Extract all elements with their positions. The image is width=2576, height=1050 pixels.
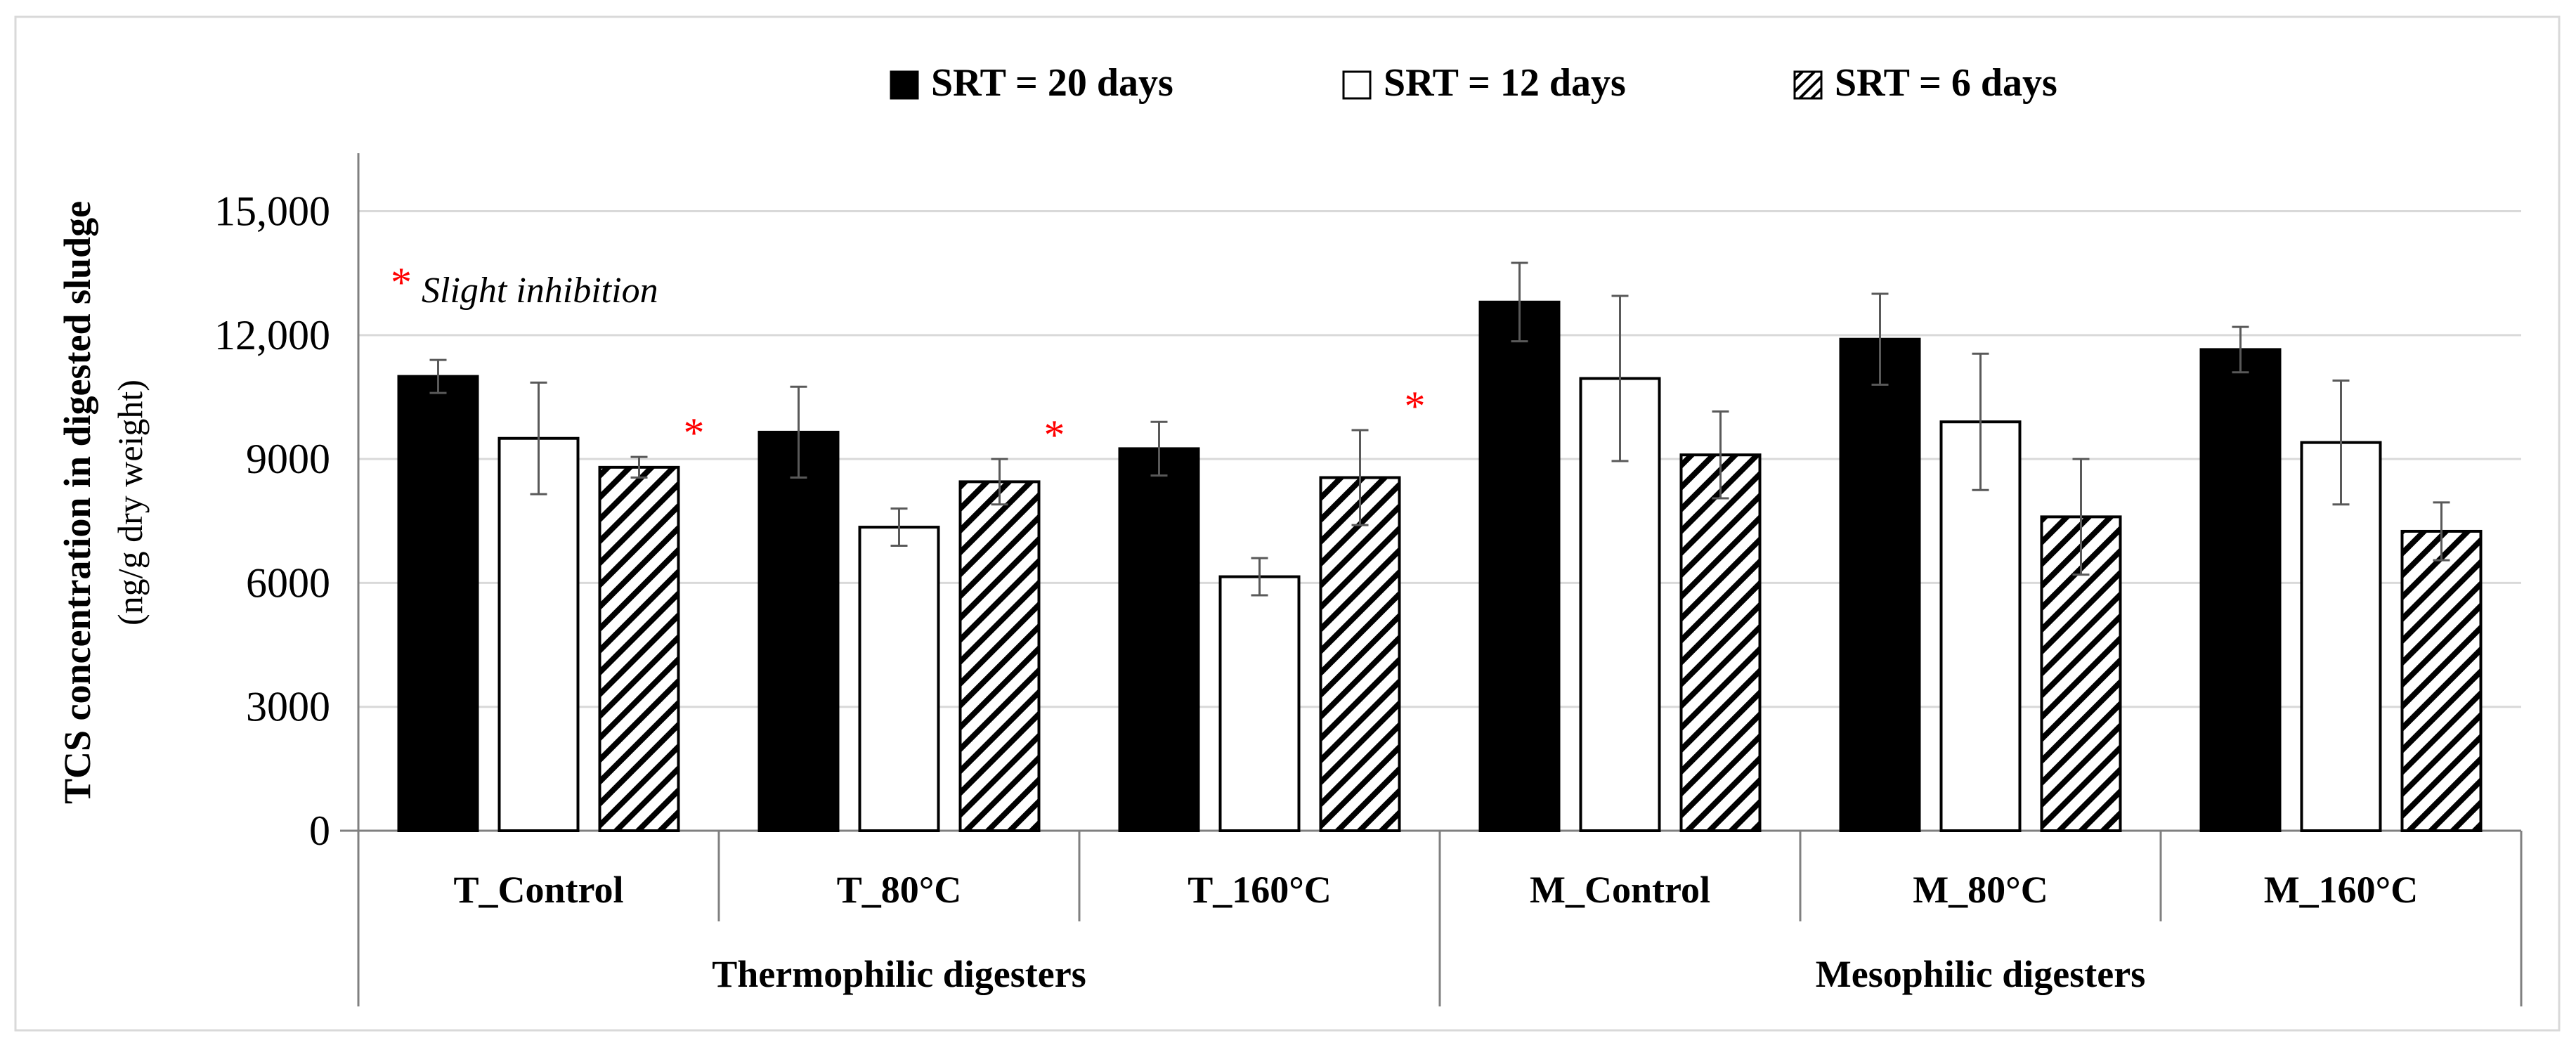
- bar: [2300, 441, 2382, 832]
- bar: [1118, 447, 1200, 832]
- inhibition-marker: *: [684, 410, 705, 456]
- figure-frame: [14, 15, 2561, 1032]
- inhibition-marker: *: [1405, 383, 1426, 429]
- y-tick-label: 6000: [246, 559, 330, 606]
- group-label: Thermophilic digesters: [712, 953, 1086, 995]
- bar: [1839, 337, 1921, 832]
- y-tick-label: 3000: [246, 684, 330, 730]
- bar: [397, 375, 479, 832]
- legend: SRT = 20 days SRT = 12 days SRT = 6 days: [890, 61, 2057, 105]
- y-tick-label: 15,000: [214, 188, 330, 235]
- legend-label: SRT = 6 days: [1835, 61, 2057, 105]
- legend-label: SRT = 12 days: [1384, 61, 1626, 105]
- category-label: M_160°C: [2264, 869, 2419, 911]
- y-axis-title-line2: (ng/g dry weight): [110, 380, 150, 626]
- legend-item-srt-20: SRT = 20 days: [890, 61, 1173, 105]
- annotation-text: Slight inhibition: [422, 271, 658, 311]
- bar: [497, 436, 580, 832]
- bar: [858, 526, 940, 832]
- y-axis-title: TCS concentration in digested sludge (ng…: [56, 201, 150, 804]
- category-label: M_80°C: [1913, 869, 2048, 911]
- bar: [2400, 529, 2483, 832]
- legend-item-srt-12: SRT = 12 days: [1342, 61, 1626, 105]
- legend-label: SRT = 20 days: [931, 61, 1173, 105]
- annotation-marker: *: [391, 259, 412, 306]
- group-label: Mesophilic digesters: [1816, 953, 2145, 995]
- bar: [1478, 300, 1561, 832]
- y-tick-label: 0: [309, 808, 330, 854]
- legend-item-srt-6: SRT = 6 days: [1793, 61, 2057, 105]
- bar: [598, 465, 680, 832]
- bar: [2199, 348, 2282, 832]
- inhibition-marker: *: [1044, 412, 1065, 458]
- bar: [1679, 453, 1762, 832]
- legend-swatch-hatched-icon: [1793, 70, 1823, 100]
- legend-swatch-open-icon: [1342, 70, 1372, 100]
- y-tick-label: 12,000: [214, 312, 330, 358]
- category-label: T_80°C: [837, 869, 962, 911]
- category-label: T_Control: [453, 869, 623, 911]
- bar: [1319, 476, 1401, 832]
- bar: [1218, 575, 1301, 832]
- bar: [757, 430, 840, 832]
- category-label: M_Control: [1530, 869, 1710, 911]
- annotation: * Slight inhibition: [391, 259, 658, 311]
- legend-swatch-solid-icon: [890, 70, 919, 100]
- y-tick-label: 9000: [246, 436, 330, 482]
- y-axis-title-line1: TCS concentration in digested sludge: [56, 201, 98, 804]
- bar: [958, 480, 1041, 832]
- category-label: T_160°C: [1188, 869, 1332, 911]
